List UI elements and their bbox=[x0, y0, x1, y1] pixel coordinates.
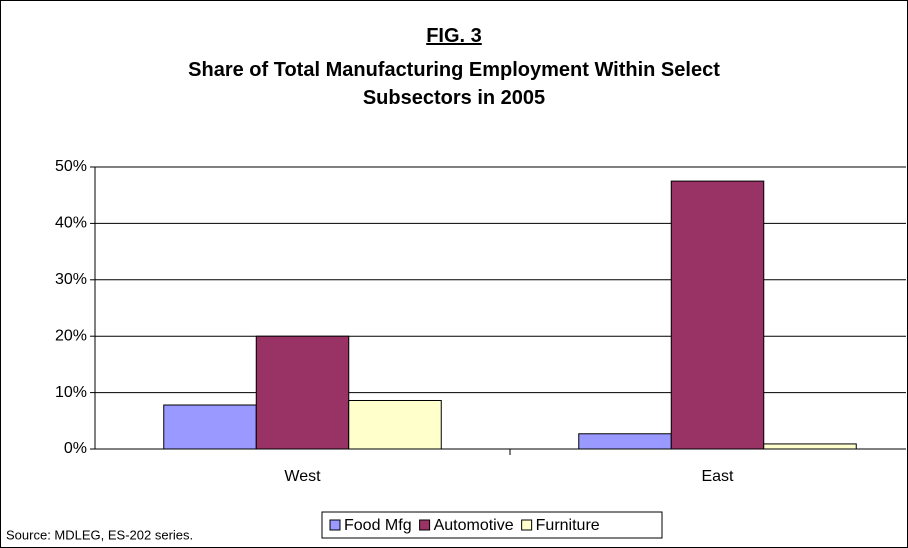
source-note: Source: MDLEG, ES-202 series. bbox=[6, 527, 193, 542]
legend-swatch bbox=[521, 519, 533, 531]
y-tick-label: 50% bbox=[55, 158, 87, 175]
bar bbox=[348, 399, 442, 450]
legend-box bbox=[321, 511, 663, 539]
y-tick-label: 0% bbox=[64, 440, 87, 457]
legend-label: Furniture bbox=[536, 517, 600, 534]
legend-label: Automotive bbox=[434, 517, 514, 534]
legend-swatch bbox=[329, 519, 341, 531]
bar bbox=[163, 404, 257, 450]
y-tick-label: 40% bbox=[55, 215, 87, 232]
bar bbox=[763, 443, 857, 450]
x-tick-label: East bbox=[701, 468, 734, 485]
y-tick-label: 30% bbox=[55, 271, 87, 288]
x-tick-label: West bbox=[284, 468, 321, 485]
legend-swatch bbox=[419, 519, 431, 531]
chart-title: FIG. 3 bbox=[426, 25, 482, 47]
bar bbox=[670, 180, 765, 450]
legend-label: Food Mfg bbox=[344, 517, 412, 534]
chart-subtitle: Share of Total Manufacturing Employment … bbox=[188, 59, 720, 109]
bar bbox=[578, 433, 672, 450]
y-tick-label: 10% bbox=[55, 384, 87, 401]
y-tick-label: 20% bbox=[55, 327, 87, 344]
bar bbox=[255, 335, 350, 450]
